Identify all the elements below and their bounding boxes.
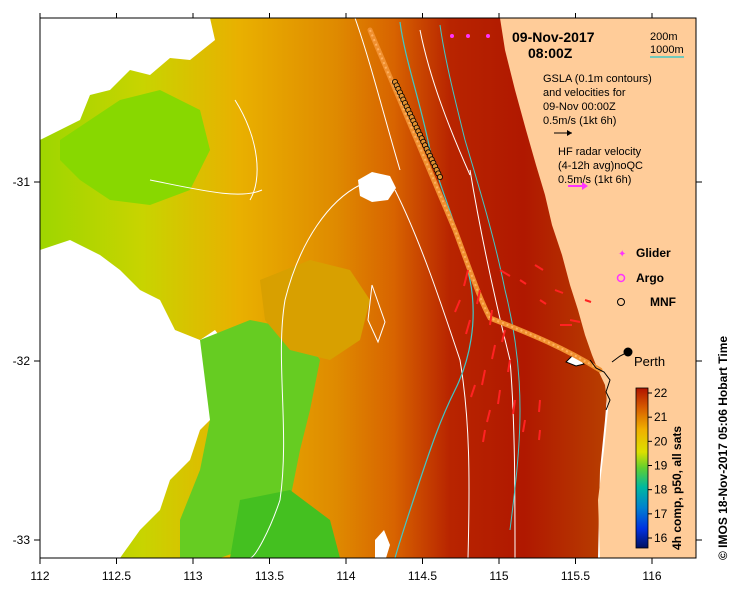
argo-symbol [616,273,626,283]
gsla-line-4: 0.5m/s (1kt 6h) [543,115,616,127]
x-tick-label: 116 [642,569,661,583]
gsla-legend: GSLA (0.1m contours) and velocities for … [543,73,652,136]
isobath-1000m [394,21,474,558]
glider-markers [450,34,490,38]
cloud-mask-southwest [40,240,260,558]
glider-label: Glider [636,246,671,260]
gsla-line-1: GSLA (0.1m contours) [543,73,652,85]
x-tick-label: 115 [489,569,508,583]
y-axis: -31 -32 -33 [13,175,702,547]
mnf-symbol [617,298,625,306]
colorbar-tick-label: 19 [654,459,668,473]
x-axis: 112 112.5 113 113.5 114 114.5 115 115.5 116 [30,13,662,583]
cloud-mask-central [358,172,396,202]
warm-eddy [260,260,370,360]
hf-vector [476,289,481,305]
y-tick-label: -33 [13,533,31,547]
hf-line-2: (4-12h avg)noQC [558,160,643,172]
x-tick-label: 112.5 [102,569,131,583]
hf-vector [538,399,541,413]
hf-vector [482,429,486,443]
isobath-200m [439,24,521,531]
hf-line-1: HF radar velocity [558,146,642,158]
isobath-200m-label: 200m [650,31,678,43]
hf-vector [486,409,491,423]
y-tick-label: -31 [13,175,31,189]
hf-vector [489,309,493,326]
cool-patch-northwest [60,90,210,205]
marker-legend: ✦ Glider Argo MNF [616,246,676,309]
isobath-1000m-label: 1000m [650,44,684,56]
time-label: 08:00Z [528,45,573,61]
perth-marker [623,347,633,357]
colorbar-label: 4h comp, p50, all sats [670,426,684,550]
cloud-mask-coast [375,530,390,558]
hf-vector [538,429,541,441]
hf-vector [522,419,526,433]
x-tick-label: 113 [183,569,202,583]
glider-symbol: ✦ [618,249,626,260]
y-tick-label: -32 [13,354,31,368]
hf-vector [507,359,511,373]
hf-vector [497,389,501,405]
colorbar-ramp [635,387,649,549]
hf-vector [539,299,547,305]
cloud-mask-west [40,18,215,140]
hf-vector [454,299,461,313]
hf-radar-vectors [454,264,592,443]
colorbar-tick-label: 16 [654,531,668,545]
mnf-track [391,79,443,180]
hf-legend: HF radar velocity (4-12h avg)noQC 0.5m/s… [558,146,643,190]
colorbar-tick-label: 21 [654,410,668,424]
argo-label: Argo [636,271,664,285]
colorbar-tick-label: 17 [654,507,668,521]
colorbar: 22 21 20 19 18 17 16 4h comp, p50, all sats [635,386,684,550]
gsla-line-3: 09-Nov 00:00Z [543,101,616,113]
colorbar-tick-label: 20 [654,434,668,448]
hf-vector [465,319,471,335]
hf-vector [512,399,516,415]
plot-frame [39,17,697,559]
date-label: 09-Nov-2017 [512,29,595,45]
cool-patch-south [230,490,340,558]
hf-vector [519,279,527,285]
map-area [40,18,696,558]
colorbar-tick-label: 22 [654,386,668,400]
x-tick-label: 112 [30,569,49,583]
hf-vector [481,369,486,386]
x-tick-label: 114 [336,569,355,583]
hf-vector [470,384,476,398]
x-tick-label: 114.5 [408,569,437,583]
hf-vector [499,269,511,277]
gsla-line-2: and velocities for [543,87,626,99]
hf-line-3: 0.5m/s (1kt 6h) [558,174,631,186]
hf-vector [491,344,496,360]
x-tick-label: 113.5 [255,569,284,583]
mnf-position [436,173,443,180]
hf-vector [501,329,506,343]
mnf-label: MNF [650,295,676,309]
x-tick-label: 115.5 [561,569,590,583]
glider-track [367,27,603,373]
colorbar-tick-label: 18 [654,483,668,497]
credit-label: © IMOS 18-Nov-2017 05:06 Hobart Time [716,336,730,560]
hf-vector [534,264,544,271]
hf-vector [584,299,592,303]
hf-vector [569,319,581,323]
hf-vector [463,269,469,287]
city-label: Perth [634,354,665,369]
hf-vector [554,289,564,294]
isobath-legend: 200m 1000m [650,31,684,58]
